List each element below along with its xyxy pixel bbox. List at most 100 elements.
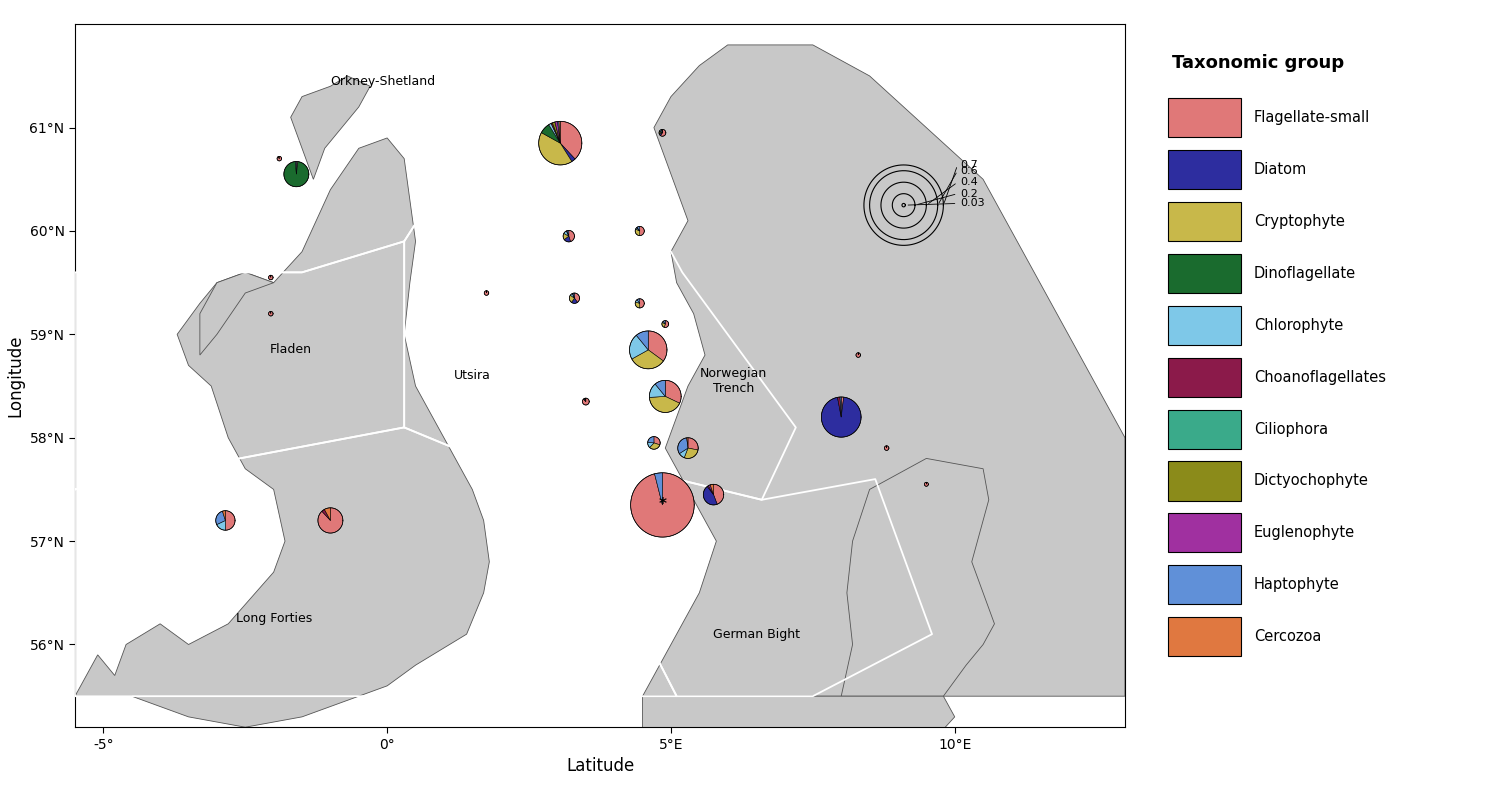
Text: Fladen: Fladen: [270, 343, 312, 356]
Polygon shape: [322, 509, 330, 520]
Polygon shape: [582, 398, 590, 405]
Text: Ciliophora: Ciliophora: [1254, 422, 1328, 436]
Text: 0.6: 0.6: [960, 166, 978, 175]
Polygon shape: [706, 486, 714, 494]
FancyBboxPatch shape: [1168, 150, 1240, 189]
Polygon shape: [636, 331, 648, 350]
Polygon shape: [658, 132, 663, 134]
Text: Long Forties: Long Forties: [236, 612, 312, 625]
Polygon shape: [822, 397, 861, 437]
Polygon shape: [684, 448, 698, 458]
Polygon shape: [658, 131, 663, 133]
Text: Choanoflagellates: Choanoflagellates: [1254, 370, 1386, 385]
Polygon shape: [688, 438, 698, 450]
Text: Cryptophyte: Cryptophyte: [1254, 214, 1346, 229]
Text: Cercozoa: Cercozoa: [1254, 629, 1322, 644]
Polygon shape: [663, 322, 666, 324]
Polygon shape: [542, 124, 561, 143]
Polygon shape: [642, 696, 954, 808]
Polygon shape: [639, 299, 645, 308]
Polygon shape: [842, 458, 995, 696]
Polygon shape: [636, 228, 639, 231]
Text: German Bight: German Bight: [712, 628, 800, 641]
FancyBboxPatch shape: [1168, 461, 1240, 500]
Polygon shape: [708, 485, 714, 494]
Polygon shape: [538, 133, 572, 165]
Polygon shape: [278, 156, 282, 161]
Polygon shape: [666, 381, 681, 403]
Polygon shape: [549, 124, 561, 143]
Text: 0.4: 0.4: [960, 177, 978, 187]
Polygon shape: [572, 298, 578, 303]
Polygon shape: [573, 293, 574, 298]
X-axis label: Latitude: Latitude: [566, 757, 634, 775]
Polygon shape: [216, 520, 225, 530]
Polygon shape: [573, 293, 574, 298]
Polygon shape: [842, 397, 843, 417]
Polygon shape: [567, 230, 568, 236]
Text: Chlorophyte: Chlorophyte: [1254, 318, 1344, 333]
Polygon shape: [636, 227, 639, 231]
Polygon shape: [216, 511, 225, 524]
Polygon shape: [555, 121, 561, 143]
Polygon shape: [656, 381, 666, 397]
Polygon shape: [663, 321, 666, 324]
Polygon shape: [200, 272, 273, 355]
FancyBboxPatch shape: [1168, 358, 1240, 397]
Text: Norwegian
Trench: Norwegian Trench: [700, 367, 766, 395]
Polygon shape: [680, 448, 688, 457]
Text: 0.7: 0.7: [960, 160, 978, 170]
Polygon shape: [642, 45, 1125, 696]
Text: Orkney-Shetland: Orkney-Shetland: [330, 74, 435, 87]
Polygon shape: [324, 507, 330, 520]
Text: Taxonomic group: Taxonomic group: [1172, 53, 1344, 72]
Polygon shape: [710, 484, 714, 494]
Polygon shape: [297, 162, 298, 175]
Polygon shape: [225, 511, 236, 530]
Polygon shape: [284, 162, 309, 187]
Polygon shape: [714, 484, 723, 504]
Polygon shape: [484, 291, 489, 295]
FancyBboxPatch shape: [1168, 98, 1240, 137]
Polygon shape: [552, 122, 561, 143]
Polygon shape: [574, 293, 579, 302]
Text: Euglenophyte: Euglenophyte: [1254, 525, 1354, 541]
Polygon shape: [650, 443, 660, 449]
Polygon shape: [570, 295, 574, 302]
Polygon shape: [636, 300, 639, 303]
Y-axis label: Longitude: Longitude: [6, 335, 24, 417]
Polygon shape: [630, 335, 648, 359]
FancyBboxPatch shape: [1168, 410, 1240, 448]
Polygon shape: [658, 133, 663, 136]
Polygon shape: [654, 473, 663, 505]
Text: 0.03: 0.03: [960, 199, 986, 208]
Text: Diatom: Diatom: [1254, 162, 1306, 177]
Polygon shape: [558, 121, 561, 143]
Polygon shape: [648, 442, 654, 448]
Polygon shape: [648, 331, 668, 361]
Polygon shape: [291, 76, 370, 179]
Polygon shape: [632, 350, 663, 368]
Polygon shape: [704, 486, 717, 505]
Polygon shape: [568, 230, 574, 242]
Polygon shape: [856, 353, 861, 357]
Polygon shape: [639, 226, 645, 236]
Polygon shape: [837, 397, 842, 417]
Polygon shape: [564, 231, 568, 236]
Text: Utsira: Utsira: [454, 369, 490, 382]
Text: Haptophyte: Haptophyte: [1254, 577, 1340, 592]
Polygon shape: [654, 436, 660, 445]
Polygon shape: [650, 397, 680, 412]
Polygon shape: [630, 473, 694, 537]
Polygon shape: [634, 302, 639, 308]
FancyBboxPatch shape: [1168, 254, 1240, 293]
Polygon shape: [570, 293, 574, 298]
Polygon shape: [638, 299, 639, 303]
Polygon shape: [638, 226, 639, 231]
Polygon shape: [561, 121, 582, 159]
FancyBboxPatch shape: [1168, 513, 1240, 553]
Polygon shape: [222, 511, 225, 520]
Polygon shape: [660, 129, 666, 137]
Polygon shape: [564, 236, 570, 242]
Polygon shape: [268, 276, 273, 280]
